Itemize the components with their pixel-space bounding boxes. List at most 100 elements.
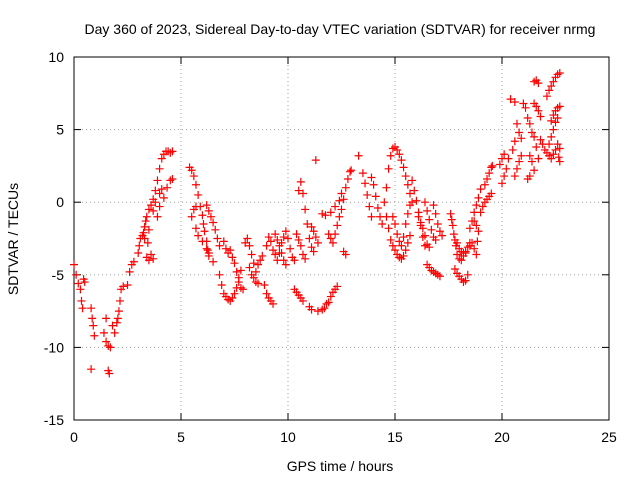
data-point [157, 185, 166, 194]
data-point [236, 266, 245, 275]
data-point [236, 283, 245, 292]
x-tick-label: 10 [280, 429, 296, 445]
data-point [198, 237, 207, 246]
data-point [321, 211, 330, 220]
data-point [153, 212, 162, 221]
data-point [474, 193, 483, 202]
data-point [273, 235, 282, 244]
data-point [429, 201, 438, 210]
data-point [294, 186, 303, 195]
data-point [230, 289, 239, 298]
data-point [534, 106, 543, 115]
data-point [333, 221, 342, 230]
data-point [500, 150, 509, 159]
data-point [472, 250, 481, 259]
data-point [530, 166, 539, 175]
data-point [367, 173, 376, 182]
data-point [194, 190, 203, 199]
data-point [510, 98, 519, 107]
data-point [226, 246, 235, 255]
data-point [393, 145, 402, 154]
data-point [391, 246, 399, 255]
data-point [149, 206, 158, 215]
data-point [290, 256, 299, 265]
data-point [512, 164, 521, 173]
data-point [249, 259, 258, 268]
data-point [519, 99, 528, 108]
data-point [155, 202, 164, 211]
x-axis-label: GPS time / hours [287, 458, 394, 474]
data-point [555, 68, 564, 77]
data-point [369, 180, 378, 189]
data-point [431, 235, 440, 244]
data-point [286, 244, 295, 253]
data-point [204, 251, 213, 260]
data-point [476, 185, 485, 194]
data-point [512, 119, 521, 128]
data-point [112, 318, 121, 327]
data-point [144, 256, 153, 265]
data-point [301, 254, 310, 263]
data-point [155, 189, 164, 198]
data-point [139, 228, 148, 237]
data-point [449, 230, 458, 239]
data-point [534, 79, 543, 88]
data-point [269, 246, 278, 255]
data-point [488, 161, 497, 170]
data-point [542, 92, 551, 101]
data-point [241, 238, 250, 247]
data-point [487, 189, 496, 198]
data-point [480, 180, 489, 189]
x-tick-label: 25 [601, 429, 617, 445]
data-point [215, 270, 224, 279]
data-point [347, 166, 356, 175]
data-point [140, 234, 149, 243]
data-point [553, 140, 562, 149]
data-point [266, 237, 275, 246]
data-point [472, 221, 481, 230]
data-point [446, 209, 455, 218]
data-point [506, 95, 515, 104]
data-point [189, 205, 198, 214]
data-point [408, 176, 417, 185]
data-point [472, 201, 481, 210]
data-point [123, 280, 132, 289]
data-point [147, 201, 156, 210]
data-point [388, 144, 397, 153]
data-point [151, 198, 160, 207]
data-point [200, 227, 209, 236]
data-point [187, 212, 196, 221]
data-point [313, 307, 322, 316]
data-point [395, 150, 404, 159]
data-point [243, 234, 252, 243]
data-point [135, 241, 144, 250]
data-point [386, 151, 395, 160]
data-point [113, 314, 122, 323]
data-point [555, 157, 564, 166]
data-point [498, 154, 506, 163]
y-tick-label: 5 [56, 122, 64, 138]
data-point [335, 196, 344, 205]
data-point [166, 176, 175, 185]
data-point [420, 198, 429, 207]
data-point [447, 215, 456, 224]
data-point [461, 276, 470, 285]
data-point [397, 241, 406, 250]
data-point [215, 241, 224, 250]
data-point [382, 183, 391, 192]
data-point [269, 299, 278, 308]
data-point [251, 267, 260, 276]
data-point [525, 151, 534, 160]
data-point [309, 247, 318, 256]
data-point [245, 263, 254, 272]
data-point [371, 192, 380, 201]
data-point [168, 174, 177, 183]
data-point [431, 209, 440, 218]
y-axis-label: SDTVAR / TECUs [5, 183, 21, 295]
data-point [105, 369, 114, 378]
data-point [311, 233, 320, 242]
data-point [547, 116, 556, 125]
data-point [425, 243, 434, 252]
data-point [405, 189, 414, 198]
